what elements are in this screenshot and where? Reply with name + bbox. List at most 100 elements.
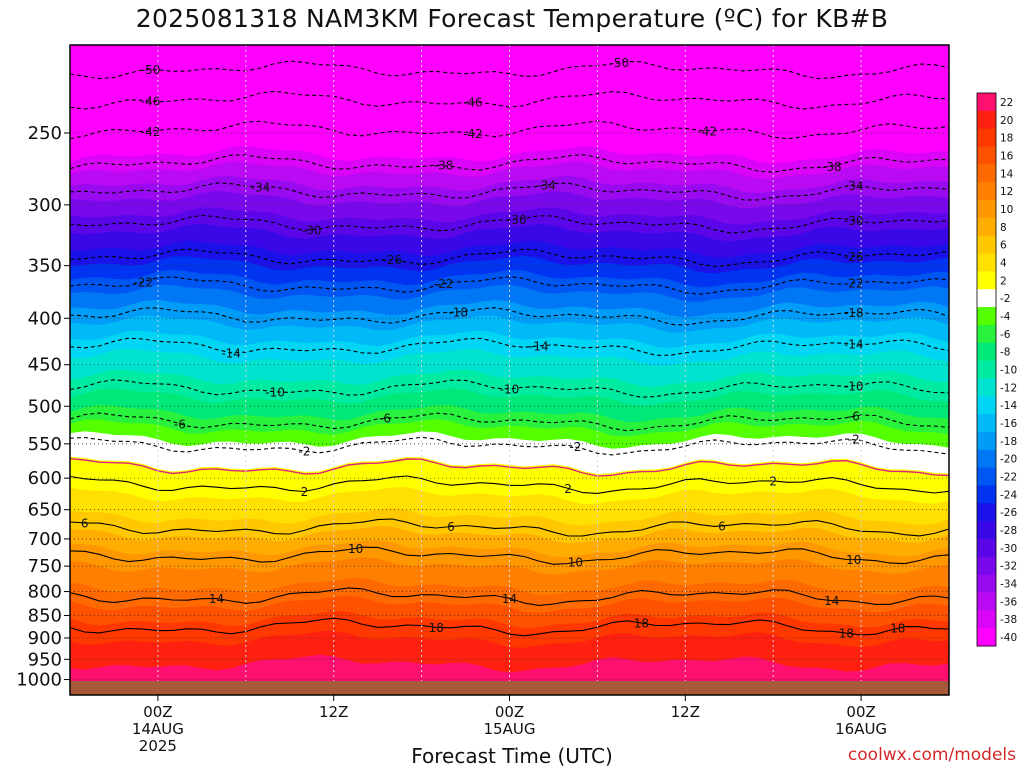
- isotherm--50: [70, 60, 949, 80]
- isotherm--6: [70, 412, 949, 432]
- colorbar-label--34: -34: [1000, 579, 1017, 591]
- isotherm-label--42-0: -42: [141, 125, 161, 139]
- pressure-axis: 2503003504004505005506006507007508008509…: [16, 123, 70, 691]
- colorbar-label--10: -10: [1000, 365, 1017, 377]
- ytick-label-650: 650: [28, 500, 62, 521]
- colorbar-swatch--34: [977, 574, 996, 593]
- colorbar-label-12: 12: [1000, 186, 1013, 198]
- colorbar-label--40: -40: [1000, 632, 1017, 644]
- isotherm-label-18-1: 18: [634, 616, 649, 630]
- isotherm-label--6-1: -6: [379, 412, 391, 426]
- credit-text: coolwx.com/models: [847, 745, 1016, 765]
- isotherm-10: [70, 546, 949, 565]
- isotherm-label-14-2: 14: [824, 594, 839, 608]
- isotherm-label--26-0: -26: [382, 253, 402, 267]
- colorbar-swatch--36: [977, 592, 996, 611]
- colorbar-label--28: -28: [1000, 525, 1017, 537]
- colorbar-swatch-18: [977, 128, 996, 148]
- xtick-label-36-0: 12Z: [671, 703, 700, 721]
- isotherm-label--10-1: -10: [500, 382, 520, 396]
- colorbar-label--22: -22: [1000, 472, 1017, 484]
- colorbar-swatch-20: [977, 110, 996, 130]
- isotherm-label--14-2: -14: [844, 338, 864, 352]
- colorbar-swatch--40: [977, 628, 996, 647]
- isotherm--2: [70, 436, 949, 456]
- isotherm-label--2-0: -2: [298, 445, 310, 459]
- colorbar-label-20: 20: [1000, 115, 1013, 127]
- ytick-label-800: 800: [28, 582, 62, 603]
- colorbar-swatch-6: [977, 235, 996, 255]
- xtick-label-12-0: 12Z: [319, 703, 348, 721]
- isotherm-label-14-0: 14: [209, 592, 224, 606]
- isotherm-label--2-1: -2: [569, 440, 581, 454]
- isotherm-label-18-0: 18: [429, 621, 444, 635]
- freezing-line: [70, 457, 949, 477]
- ytick-label-850: 850: [28, 605, 62, 626]
- colorbar-swatch--4: [977, 307, 996, 326]
- isotherm-label--14-0: -14: [221, 346, 241, 360]
- colorbar-swatch--8: [977, 342, 996, 362]
- isotherm-label--30-2: -30: [844, 214, 864, 228]
- colorbar-label--18: -18: [1000, 436, 1017, 448]
- isotherm--38: [70, 154, 949, 173]
- colorbar-label--32: -32: [1000, 561, 1017, 573]
- isotherm-label-6-1: 6: [447, 520, 455, 534]
- ytick-label-400: 400: [28, 308, 62, 329]
- isotherm-label--34-0: -34: [251, 180, 271, 194]
- colorbar-swatch--26: [977, 503, 996, 522]
- colorbar-swatch--14: [977, 396, 996, 415]
- colorbar-swatch-22: [977, 93, 996, 112]
- isotherm-label--50-1: -50: [610, 56, 630, 70]
- colorbar-label-16: 16: [1000, 150, 1014, 162]
- colorbar-label-10: 10: [1000, 204, 1013, 216]
- ytick-label-700: 700: [28, 529, 62, 550]
- colorbar-label--38: -38: [1000, 614, 1017, 626]
- colorbar-swatch-14: [977, 164, 996, 183]
- isotherm-label-2-1: 2: [564, 482, 572, 496]
- colorbar-label--16: -16: [1000, 418, 1017, 430]
- isotherm-label--6-2: -6: [848, 410, 860, 424]
- isotherm-6: [70, 518, 949, 537]
- chart-title: 2025081318 NAM3KM Forecast Temperature (…: [135, 4, 889, 33]
- ytick-label-1000: 1000: [16, 670, 62, 691]
- isotherm-label--38-1: -38: [822, 160, 842, 174]
- colorbar-swatch--18: [977, 431, 996, 451]
- colorbar-label-8: 8: [1000, 222, 1007, 234]
- colorbar-label--20: -20: [1000, 454, 1017, 466]
- isotherm-label--14-1: -14: [529, 339, 549, 353]
- isotherm-label--46-1: -46: [463, 95, 483, 109]
- colorbar-swatch--10: [977, 360, 996, 379]
- colorbar-swatch-10: [977, 200, 996, 219]
- colorbar-swatch--38: [977, 610, 996, 629]
- ytick-label-950: 950: [28, 649, 62, 670]
- xtick-label-0-1: 14AUG: [132, 720, 184, 738]
- ytick-label-450: 450: [28, 355, 62, 376]
- colorbar-swatch-16: [977, 146, 996, 165]
- xtick-label-48-1: 16AUG: [835, 720, 887, 738]
- isotherm-label--6-0: -6: [174, 417, 186, 431]
- colorbar-label--26: -26: [1000, 507, 1017, 519]
- xtick-label-24-0: 00Z: [495, 703, 524, 721]
- isotherm-label-6-2: 6: [718, 520, 726, 534]
- xtick-label-0-2: 2025: [139, 737, 177, 755]
- isotherm-label-2-0: 2: [301, 485, 309, 499]
- isotherm-label--26-1: -26: [844, 250, 864, 264]
- isotherm-label--50-0: -50: [141, 63, 161, 77]
- isotherm-label-6-0: 6: [81, 516, 89, 530]
- colorbar-label--12: -12: [1000, 382, 1017, 394]
- isotherm--10: [70, 379, 949, 398]
- isotherm-14: [70, 587, 949, 606]
- colorbar-frame: [976, 92, 997, 647]
- colorbar-label-14: 14: [1000, 168, 1014, 180]
- isotherm--34: [70, 182, 949, 201]
- colorbar-label--6: -6: [1000, 329, 1011, 341]
- xtick-label-0-0: 00Z: [143, 703, 172, 721]
- colorbar-swatch-12: [977, 182, 996, 201]
- isotherm-label--22-1: -22: [434, 277, 454, 291]
- colorbar-swatch--2: [977, 289, 996, 308]
- isotherm-label--38-0: -38: [434, 159, 454, 173]
- isotherm-label--30-1: -30: [507, 213, 527, 227]
- colorbar-label-22: 22: [1000, 97, 1013, 109]
